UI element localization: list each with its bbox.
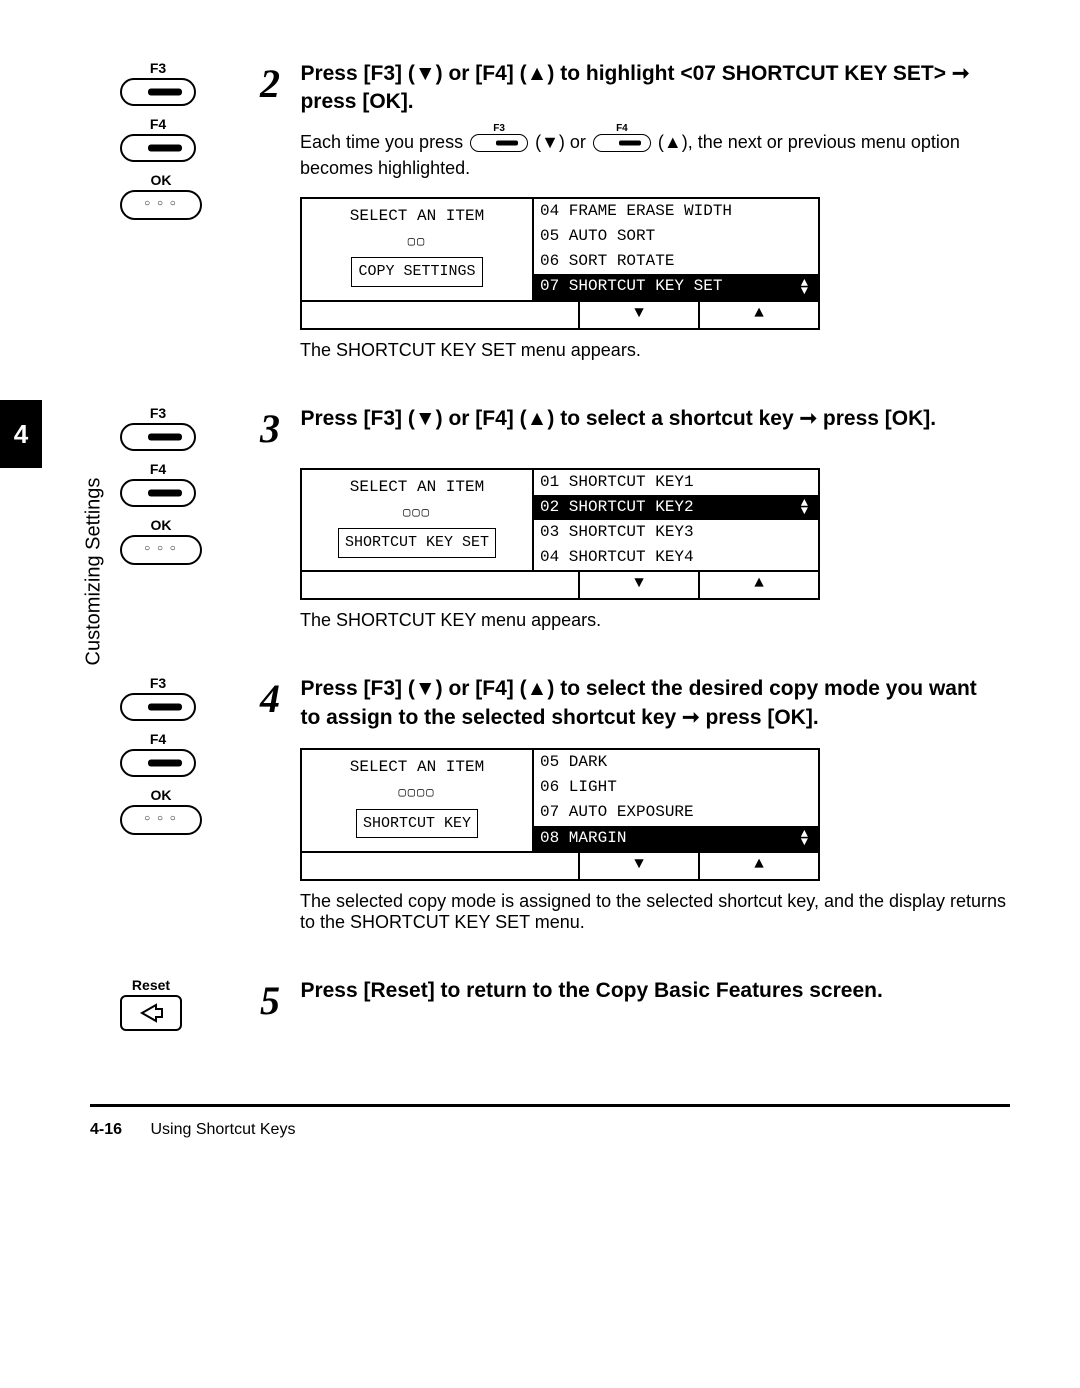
step-caption: The selected copy mode is assigned to th… [300,891,1020,933]
lcd-nav-row: ▼ ▲ [302,853,818,879]
nav-down-icon: ▼ [578,572,698,598]
f4-label: F4 [120,116,196,132]
ok-key-icon [120,190,202,220]
list-item: 07 AUTO EXPOSURE [534,800,818,825]
step-5: Reset 5 Press [Reset] to return to the C… [0,977,1010,1024]
step-heading: Press [F3] (▼) or [F4] (▲) to highlight … [300,60,1000,117]
step-number: 3 [260,405,296,452]
f4-label: F4 [120,731,196,747]
step-caption: The SHORTCUT KEY menu appears. [300,610,1020,631]
step-3: F3 F4 OK 3 Press [F3] (▼) or [F4] (▲) to… [0,405,1010,632]
lcd-nav-row: ▼ ▲ [302,572,818,598]
lcd-breadcrumb: ▢▢ [310,234,524,251]
lcd-category: COPY SETTINGS [351,257,482,287]
ok-key-icon [120,535,202,565]
scroll-indicator-icon: ▲▼ [801,830,808,847]
lcd-display-step4: SELECT AN ITEM ▢▢▢▢ SHORTCUT KEY 05 DARK… [300,748,820,881]
reset-label: Reset [120,977,182,993]
step-2: F3 F4 OK 2 Press [F3] (▼) or [F4] (▲) to… [0,60,1010,361]
list-item: 06 SORT ROTATE [534,249,818,274]
inline-f4-key-icon: F4 [593,134,651,152]
ok-label: OK [120,787,202,803]
step-description: Each time you press F3 (▼) or F4 (▲), th… [300,129,1020,181]
lcd-nav-row: ▼ ▲ [302,302,818,328]
lcd-menu-list: 01 SHORTCUT KEY1 02 SHORTCUT KEY2 ▲▼ 03 … [532,470,818,571]
f4-key-icon [120,749,196,777]
desc-pre: Each time you press [300,132,468,152]
step-number: 5 [260,977,296,1024]
scroll-indicator-icon: ▲▼ [801,499,808,516]
step-number: 2 [260,60,296,107]
nav-down-icon: ▼ [578,853,698,879]
footer-divider [90,1104,1010,1107]
icon-column-step3: F3 F4 OK [120,405,230,575]
list-item: 01 SHORTCUT KEY1 [534,470,818,495]
lcd-category: SHORTCUT KEY [356,809,478,839]
list-item: 04 FRAME ERASE WIDTH [534,199,818,224]
lcd-title: SELECT AN ITEM [310,205,524,228]
list-item: 03 SHORTCUT KEY3 [534,520,818,545]
step-4: F3 F4 OK 4 Press [F3] (▼) or [F4] (▲) to… [0,675,1010,932]
inline-f3-key-icon: F3 [470,134,528,152]
scroll-indicator-icon: ▲▼ [801,279,808,296]
lcd-breadcrumb: ▢▢▢ [310,505,524,522]
lcd-display-step3: SELECT AN ITEM ▢▢▢ SHORTCUT KEY SET 01 S… [300,468,820,601]
nav-up-icon: ▲ [698,853,818,879]
list-item: 05 AUTO SORT [534,224,818,249]
f3-key-icon [120,423,196,451]
ok-key-icon [120,805,202,835]
lcd-display-step2: SELECT AN ITEM ▢▢ COPY SETTINGS 04 FRAME… [300,197,820,330]
f3-label: F3 [120,405,196,421]
desc-mid: (▼) or [535,132,591,152]
list-item: 06 LIGHT [534,775,818,800]
list-item: 05 DARK [534,750,818,775]
step-caption: The SHORTCUT KEY SET menu appears. [300,340,1020,361]
step-number: 4 [260,675,296,722]
lcd-category: SHORTCUT KEY SET [338,528,496,558]
nav-up-icon: ▲ [698,302,818,328]
ok-label: OK [120,172,202,188]
list-item: 04 SHORTCUT KEY4 [534,545,818,570]
lcd-title: SELECT AN ITEM [310,476,524,499]
step-heading: Press [Reset] to return to the Copy Basi… [300,977,1000,1005]
step-heading: Press [F3] (▼) or [F4] (▲) to select a s… [300,405,1000,433]
f3-key-icon [120,693,196,721]
icon-column-step5: Reset [120,977,230,1031]
page-number: 4-16 [90,1121,122,1138]
list-item-selected: 02 SHORTCUT KEY2 ▲▼ [534,495,818,520]
f4-label: F4 [120,461,196,477]
icon-column-step4: F3 F4 OK [120,675,230,845]
lcd-title: SELECT AN ITEM [310,756,524,779]
reset-key-icon [120,995,182,1031]
page-footer: 4-16 Using Shortcut Keys [90,1121,1010,1139]
nav-up-icon: ▲ [698,572,818,598]
f4-key-icon [120,479,196,507]
lcd-menu-list: 05 DARK 06 LIGHT 07 AUTO EXPOSURE 08 MAR… [532,750,818,851]
lcd-breadcrumb: ▢▢▢▢ [310,785,524,802]
f3-label: F3 [120,60,196,76]
footer-section-title: Using Shortcut Keys [150,1121,295,1138]
f3-key-icon [120,78,196,106]
ok-label: OK [120,517,202,533]
f4-key-icon [120,134,196,162]
step-heading: Press [F3] (▼) or [F4] (▲) to select the… [300,675,1000,732]
nav-down-icon: ▼ [578,302,698,328]
lcd-menu-list: 04 FRAME ERASE WIDTH 05 AUTO SORT 06 SOR… [532,199,818,300]
list-item-selected: 07 SHORTCUT KEY SET ▲▼ [534,274,818,299]
list-item-selected: 08 MARGIN ▲▼ [534,826,818,851]
f3-label: F3 [120,675,196,691]
icon-column-step2: F3 F4 OK [120,60,230,230]
